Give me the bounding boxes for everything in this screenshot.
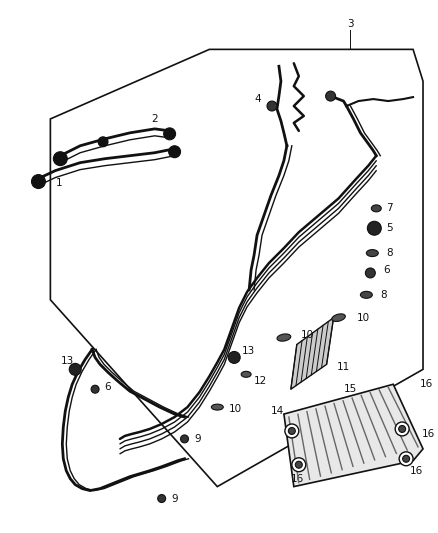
Text: 16: 16 bbox=[291, 474, 304, 483]
Circle shape bbox=[295, 461, 302, 468]
Text: 12: 12 bbox=[254, 376, 267, 386]
Circle shape bbox=[399, 425, 406, 432]
Ellipse shape bbox=[241, 372, 251, 377]
Text: 7: 7 bbox=[386, 204, 393, 213]
Text: 6: 6 bbox=[104, 382, 111, 392]
Circle shape bbox=[395, 422, 409, 436]
Polygon shape bbox=[284, 384, 423, 487]
Circle shape bbox=[91, 385, 99, 393]
Text: 9: 9 bbox=[194, 434, 201, 444]
Text: 13: 13 bbox=[242, 346, 255, 357]
Circle shape bbox=[285, 424, 299, 438]
Ellipse shape bbox=[360, 292, 372, 298]
Circle shape bbox=[158, 495, 166, 503]
Text: 13: 13 bbox=[60, 357, 74, 366]
Text: 16: 16 bbox=[422, 429, 435, 439]
Circle shape bbox=[164, 128, 176, 140]
Text: 15: 15 bbox=[344, 384, 357, 394]
Text: 10: 10 bbox=[357, 313, 370, 322]
Circle shape bbox=[180, 435, 188, 443]
Circle shape bbox=[228, 351, 240, 364]
Circle shape bbox=[288, 427, 295, 434]
Text: 4: 4 bbox=[254, 94, 261, 104]
Text: 10: 10 bbox=[229, 404, 242, 414]
Circle shape bbox=[292, 458, 306, 472]
Ellipse shape bbox=[332, 314, 345, 321]
Circle shape bbox=[69, 364, 81, 375]
Circle shape bbox=[53, 152, 67, 166]
Circle shape bbox=[367, 221, 381, 235]
Text: 16: 16 bbox=[410, 466, 424, 476]
Ellipse shape bbox=[366, 249, 378, 256]
Ellipse shape bbox=[277, 334, 291, 341]
Circle shape bbox=[399, 452, 413, 466]
Text: 1: 1 bbox=[55, 177, 62, 188]
Circle shape bbox=[98, 137, 108, 147]
Circle shape bbox=[267, 101, 277, 111]
Circle shape bbox=[325, 91, 336, 101]
Polygon shape bbox=[291, 318, 334, 389]
Circle shape bbox=[365, 268, 375, 278]
Ellipse shape bbox=[212, 404, 223, 410]
Circle shape bbox=[32, 175, 46, 189]
Text: 6: 6 bbox=[383, 265, 390, 275]
Text: 14: 14 bbox=[271, 406, 284, 416]
Text: 2: 2 bbox=[152, 114, 158, 124]
Text: 16: 16 bbox=[420, 379, 433, 389]
Text: 9: 9 bbox=[172, 494, 178, 504]
Text: 3: 3 bbox=[347, 19, 354, 29]
Circle shape bbox=[169, 146, 180, 158]
Text: 8: 8 bbox=[386, 248, 393, 258]
Text: 5: 5 bbox=[386, 223, 393, 233]
Text: 10: 10 bbox=[301, 329, 314, 340]
Text: 11: 11 bbox=[336, 362, 350, 373]
Ellipse shape bbox=[371, 205, 381, 212]
Text: 8: 8 bbox=[380, 290, 387, 300]
Circle shape bbox=[403, 455, 410, 462]
